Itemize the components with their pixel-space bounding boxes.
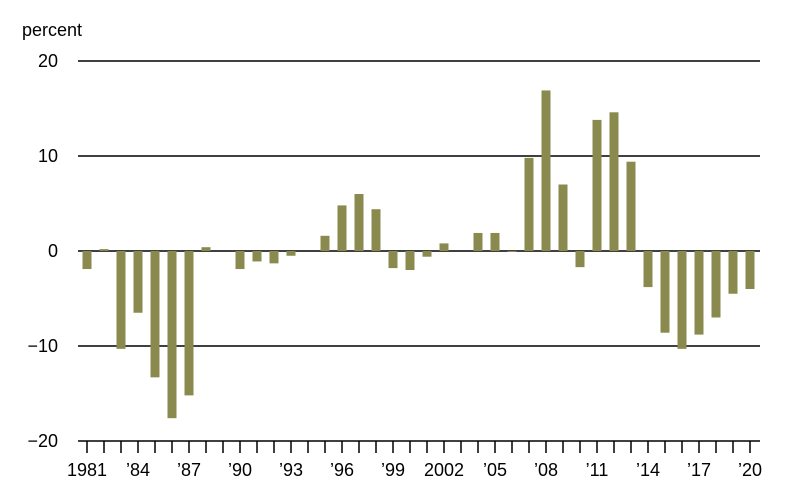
- y-axis-label: percent: [22, 20, 82, 40]
- x-tick-label: ’93: [279, 460, 303, 480]
- bar-1987: [184, 251, 194, 396]
- bar-2013: [626, 161, 636, 251]
- y-tick-label: 10: [38, 146, 58, 166]
- bar-2018: [711, 251, 721, 318]
- bar-2017: [694, 251, 704, 335]
- x-tick-label: ’05: [483, 460, 507, 480]
- bar-1982: [99, 249, 109, 251]
- x-tick-label: 2002: [424, 460, 464, 480]
- gridlines: [78, 60, 760, 442]
- bar-1998: [371, 209, 381, 251]
- bar-2016: [677, 251, 687, 349]
- x-tick-labels: 1981 ’84 ’87 ’90 ’93 ’96 ’99 2002 ’05 ’08 ’11 ’14 ’1…: [67, 460, 762, 480]
- x-tick-label: ’87: [177, 460, 201, 480]
- x-axis: [86, 441, 751, 453]
- y-tick-label: −10: [27, 336, 58, 356]
- bar-2007: [524, 157, 534, 251]
- bar-1990: [235, 251, 245, 270]
- bar-2006: [507, 251, 517, 252]
- x-tick-label: ’11: [586, 460, 609, 480]
- bar-2015: [660, 251, 670, 333]
- bar-2009: [558, 184, 568, 251]
- bar-2005: [490, 232, 500, 251]
- bar-1993: [286, 251, 296, 256]
- x-tick-label: ’90: [228, 460, 252, 480]
- bar-1981: [82, 251, 92, 270]
- bar-1986: [167, 251, 177, 419]
- bar-1984: [133, 251, 143, 313]
- bar-2004: [473, 232, 483, 251]
- x-tick-label: ’17: [687, 460, 711, 480]
- bar-1992: [269, 251, 279, 264]
- bar-1988: [201, 247, 211, 251]
- bar-2002: [439, 243, 449, 251]
- bar-1995: [320, 235, 330, 251]
- x-tick-label: ’20: [738, 460, 762, 480]
- y-tick-label: 20: [38, 51, 58, 71]
- x-tick-label: 1981: [67, 460, 107, 480]
- bar-2011: [592, 119, 602, 252]
- bar-2012: [609, 112, 619, 251]
- x-tick-label: ’96: [330, 460, 354, 480]
- bars: [82, 90, 755, 419]
- bar-1997: [354, 194, 364, 251]
- bar-2014: [643, 251, 653, 288]
- bar-2000: [405, 251, 415, 270]
- bar-1991: [252, 251, 262, 262]
- bar-1996: [337, 205, 347, 251]
- bar-2010: [575, 251, 585, 268]
- x-tick-label: ’84: [126, 460, 150, 480]
- x-tick-label: ’14: [636, 460, 660, 480]
- y-tick-label: −20: [27, 431, 58, 451]
- bar-1999: [388, 251, 398, 269]
- bar-2019: [728, 251, 738, 294]
- bar-2001: [422, 251, 432, 257]
- bar-2008: [541, 90, 551, 251]
- x-tick-label: ’99: [381, 460, 405, 480]
- bar-1985: [150, 251, 160, 378]
- bar-1983: [116, 251, 126, 349]
- y-tick-label: 0: [48, 241, 58, 261]
- y-tick-labels: 20 10 0 −10 −20: [27, 51, 58, 451]
- bar-2020: [745, 251, 755, 289]
- x-tick-label: ’08: [534, 460, 558, 480]
